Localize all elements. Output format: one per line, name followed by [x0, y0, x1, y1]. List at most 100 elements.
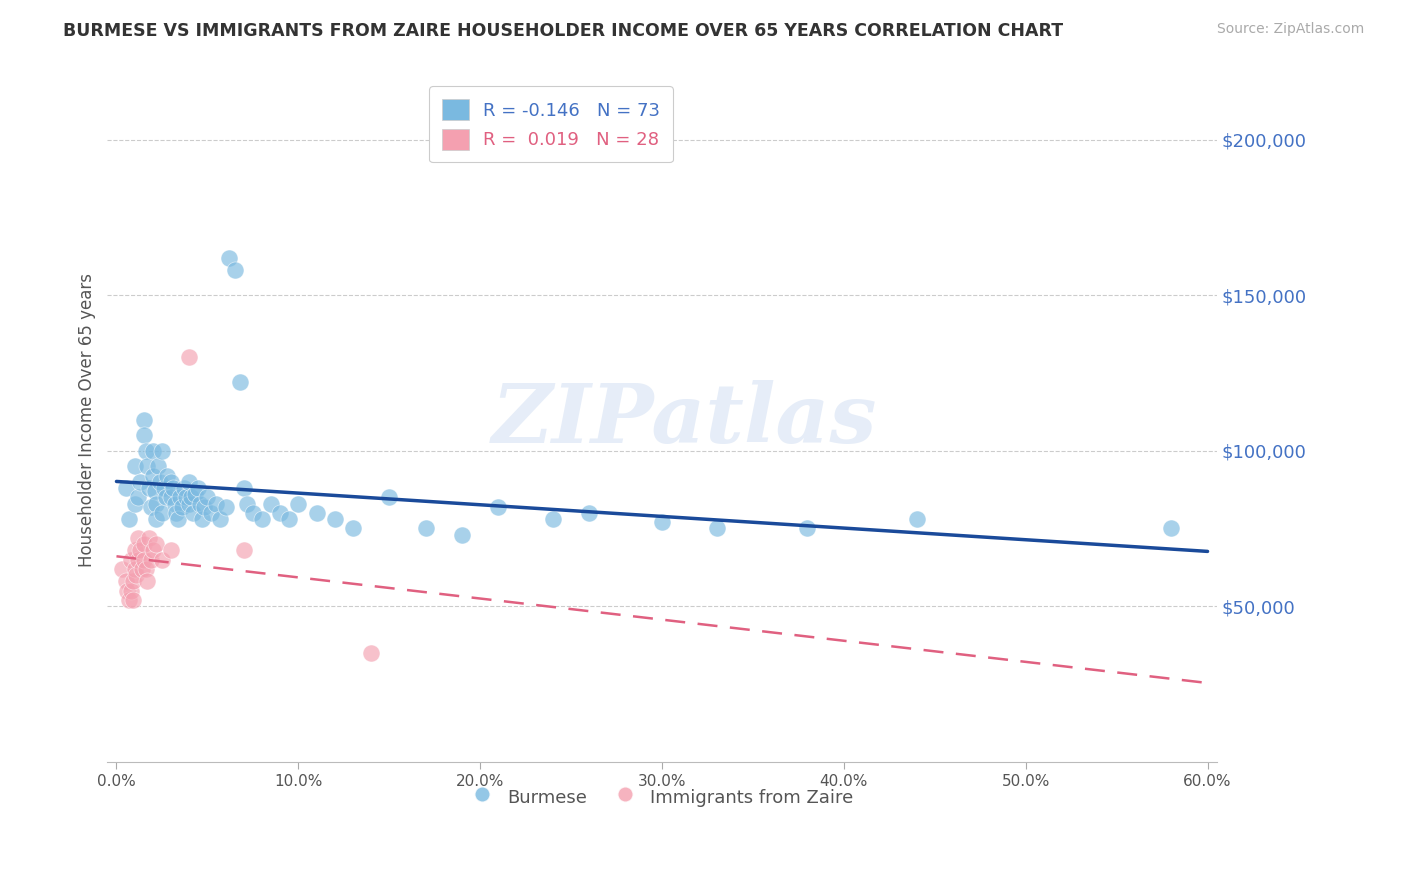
Point — [415, 521, 437, 535]
Point — [229, 376, 252, 390]
Point — [187, 481, 209, 495]
Point — [250, 512, 273, 526]
Point — [124, 543, 146, 558]
Text: Source: ZipAtlas.com: Source: ZipAtlas.com — [1216, 22, 1364, 37]
Point — [287, 497, 309, 511]
Point — [796, 521, 818, 535]
Point — [160, 543, 183, 558]
Point — [541, 512, 564, 526]
Point — [149, 475, 172, 489]
Point — [136, 574, 159, 589]
Point — [218, 251, 240, 265]
Point — [132, 428, 155, 442]
Point — [214, 500, 236, 514]
Point — [188, 497, 211, 511]
Point — [136, 459, 159, 474]
Point — [155, 491, 177, 505]
Point — [150, 506, 173, 520]
Point — [232, 543, 254, 558]
Point — [143, 484, 166, 499]
Point — [124, 497, 146, 511]
Text: ZIPatlas: ZIPatlas — [492, 380, 877, 459]
Point — [135, 562, 157, 576]
Point — [138, 531, 160, 545]
Point — [132, 412, 155, 426]
Y-axis label: Householder Income Over 65 years: Householder Income Over 65 years — [79, 273, 96, 566]
Point — [129, 475, 152, 489]
Point — [114, 481, 136, 495]
Point — [224, 263, 246, 277]
Point — [706, 521, 728, 535]
Point — [129, 543, 152, 558]
Point — [142, 443, 165, 458]
Point — [139, 500, 162, 514]
Point — [260, 497, 283, 511]
Point — [132, 537, 155, 551]
Point — [117, 583, 139, 598]
Point — [152, 481, 174, 495]
Point — [179, 475, 201, 489]
Point — [160, 475, 183, 489]
Point — [451, 527, 474, 541]
Point — [242, 506, 264, 520]
Point — [378, 491, 401, 505]
Point — [145, 537, 167, 551]
Point — [342, 521, 364, 535]
Point — [305, 506, 328, 520]
Point — [114, 574, 136, 589]
Point — [169, 491, 191, 505]
Point — [139, 552, 162, 566]
Point — [145, 512, 167, 526]
Point — [905, 512, 928, 526]
Point — [145, 497, 167, 511]
Point — [120, 552, 142, 566]
Point — [125, 568, 148, 582]
Point — [127, 491, 149, 505]
Point — [163, 497, 186, 511]
Point — [236, 497, 259, 511]
Point — [121, 574, 143, 589]
Point — [209, 512, 232, 526]
Point — [138, 481, 160, 495]
Point — [135, 443, 157, 458]
Point — [121, 593, 143, 607]
Point — [132, 552, 155, 566]
Point — [269, 506, 291, 520]
Point — [127, 531, 149, 545]
Point — [193, 500, 215, 514]
Point — [232, 481, 254, 495]
Point — [360, 646, 382, 660]
Point — [183, 487, 205, 501]
Point — [120, 583, 142, 598]
Point — [150, 443, 173, 458]
Point — [124, 562, 146, 576]
Point — [142, 543, 165, 558]
Point — [197, 491, 219, 505]
Point — [179, 351, 201, 365]
Point — [174, 491, 197, 505]
Point — [118, 512, 141, 526]
Point — [181, 506, 204, 520]
Point — [1160, 521, 1182, 535]
Point — [167, 512, 190, 526]
Point — [191, 512, 214, 526]
Point — [323, 512, 346, 526]
Point — [111, 562, 134, 576]
Point — [205, 497, 228, 511]
Point — [278, 512, 301, 526]
Point — [166, 506, 188, 520]
Point — [150, 552, 173, 566]
Point — [127, 552, 149, 566]
Point — [142, 468, 165, 483]
Point — [124, 459, 146, 474]
Point — [156, 468, 179, 483]
Point — [651, 515, 673, 529]
Point — [148, 459, 170, 474]
Point — [173, 481, 195, 495]
Point — [578, 506, 600, 520]
Point — [170, 500, 193, 514]
Legend: Burmese, Immigrants from Zaire: Burmese, Immigrants from Zaire — [464, 779, 860, 814]
Point — [179, 497, 201, 511]
Point — [200, 506, 222, 520]
Point — [180, 491, 202, 505]
